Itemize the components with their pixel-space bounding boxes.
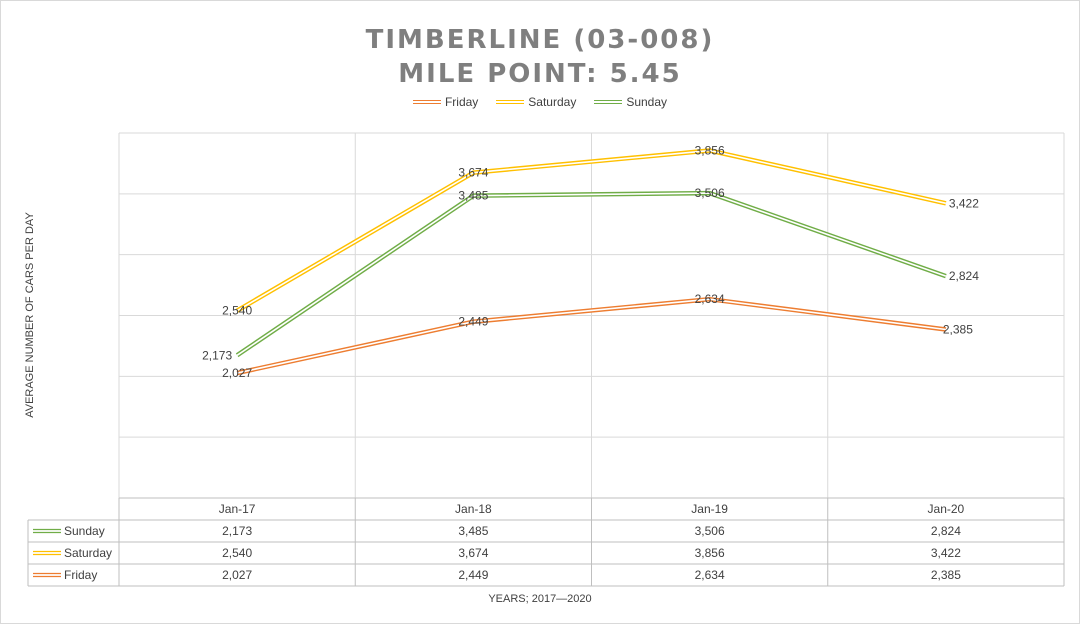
table-series-name: Friday	[64, 568, 97, 582]
legend: Friday Saturday Sunday	[0, 95, 1080, 109]
data-label: 2,173	[202, 348, 232, 362]
table-cell: 2,540	[222, 546, 252, 560]
table-cell: 3,422	[931, 546, 961, 560]
series-line-inner-sunday	[236, 192, 947, 356]
table-cell: 2,027	[222, 568, 252, 582]
table-cell: 2,634	[695, 568, 725, 582]
legend-swatch-friday	[412, 100, 441, 104]
table-cell: 3,856	[695, 546, 725, 560]
data-label: 2,027	[222, 366, 252, 380]
table-cell: 3,506	[695, 524, 725, 538]
table-series-name: Saturday	[64, 546, 112, 560]
data-label: 2,449	[458, 315, 488, 329]
gridlines	[118, 132, 1065, 499]
table-cell: 3,485	[458, 524, 488, 538]
table-cell: 3,674	[458, 546, 488, 560]
x-tick-label: Jan-18	[455, 502, 492, 516]
legend-item-sunday: Sunday	[594, 95, 667, 109]
data-label: 2,385	[943, 322, 973, 336]
series-line-inner-friday	[236, 298, 946, 374]
data-label: 2,540	[222, 304, 252, 318]
legend-item-friday: Friday	[412, 95, 479, 109]
legend-label-friday: Friday	[444, 95, 479, 109]
series-line-inner-saturday	[236, 149, 947, 312]
data-label: 3,674	[458, 166, 488, 180]
table-cell: 2,449	[458, 568, 488, 582]
legend-swatch-saturday	[496, 100, 525, 104]
data-label: 3,506	[695, 186, 725, 200]
data-label: 3,422	[949, 196, 979, 210]
x-axis-title: YEARS; 2017—2020	[488, 593, 592, 605]
legend-item-saturday: Saturday	[496, 95, 576, 109]
data-table: Jan-17 Jan-18 Jan-19 Jan-20 Sunday 2,173 3,485…	[27, 497, 1065, 587]
table-series-name: Sunday	[64, 524, 105, 538]
x-tick-label: Jan-20	[928, 502, 965, 516]
legend-label-sunday: Sunday	[626, 95, 668, 109]
data-label: 3,485	[458, 189, 488, 203]
x-tick-label: Jan-17	[219, 502, 256, 516]
x-tick-label: Jan-19	[691, 502, 728, 516]
legend-swatch-sunday	[594, 100, 623, 104]
chart-title-line-1: TIMBERLINE (03-008)	[365, 25, 715, 55]
data-labels: 2,027 2,449 2,634 2,385 2,540 3,674 3,856 3,422…	[202, 144, 979, 381]
data-label: 2,824	[949, 269, 979, 283]
data-label: 2,634	[695, 292, 725, 306]
data-label: 3,856	[695, 144, 725, 158]
table-cell: 2,385	[931, 568, 961, 582]
table-cell: 2,824	[931, 524, 961, 538]
chart-title-line-2: MILE POINT: 5.45	[398, 59, 682, 89]
legend-label-saturday: Saturday	[528, 95, 577, 109]
table-cell: 2,173	[222, 524, 252, 538]
series-lines	[235, 148, 947, 376]
